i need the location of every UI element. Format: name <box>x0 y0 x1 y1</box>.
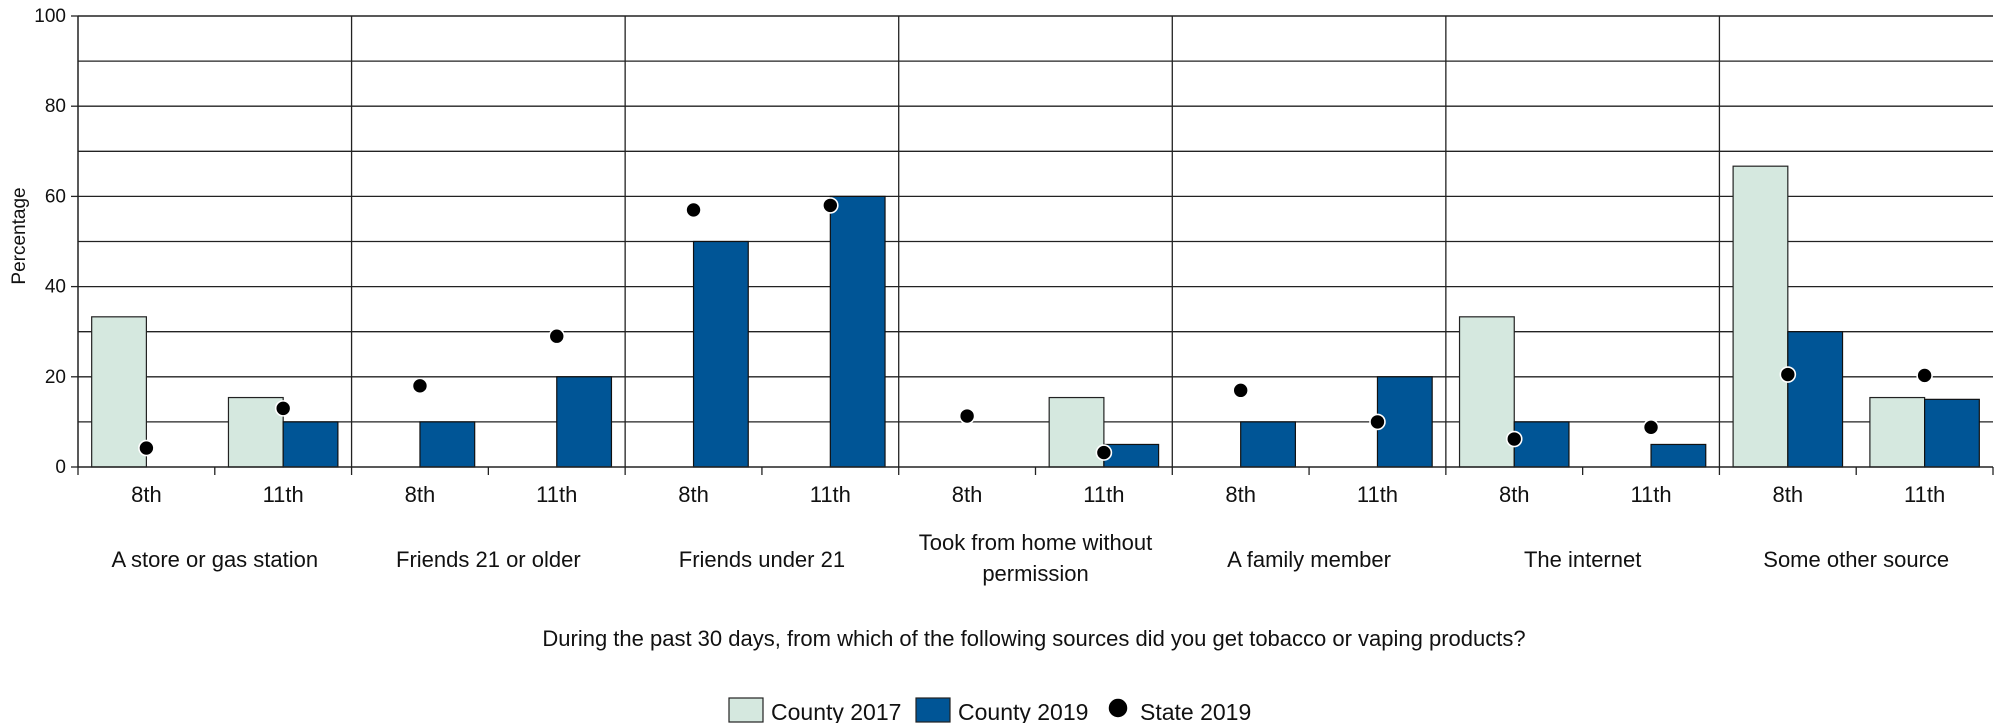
category-label: The internet <box>1524 547 1641 572</box>
y-axis-title: Percentage <box>9 187 30 284</box>
point-state-2019 <box>685 201 702 219</box>
point-state-2019 <box>822 197 839 214</box>
point-state-2019 <box>1779 366 1797 383</box>
y-tick-label: 60 <box>45 186 66 207</box>
bar-county-2019 <box>1924 398 1980 468</box>
point-state-2019 <box>274 400 292 417</box>
point-state-2019 <box>138 439 155 457</box>
category-label: Took from home without <box>919 530 1153 555</box>
y-tick-label: 40 <box>45 277 66 298</box>
y-tick-label: 0 <box>55 457 66 478</box>
bar-county-2017 <box>1869 396 1926 468</box>
grade-tick-label: 8th <box>131 482 162 507</box>
y-tick-label: 80 <box>45 96 66 117</box>
bar-county-2019 <box>692 240 749 468</box>
bar-county-2017 <box>1458 316 1515 468</box>
legend-marker <box>1107 697 1129 719</box>
point-state-2019 <box>548 327 566 345</box>
bar-county-2019 <box>1240 421 1296 468</box>
bar-county-2019 <box>419 421 476 468</box>
bar-county-2019 <box>1787 331 1844 468</box>
point-state-2019 <box>1232 382 1249 399</box>
category-label: A family member <box>1227 547 1391 572</box>
grade-tick-label: 8th <box>678 482 709 507</box>
grade-tick-label: 11th <box>536 482 577 507</box>
bar-county-2019 <box>1513 421 1570 468</box>
y-tick-label: 100 <box>34 6 66 27</box>
bar-county-2019 <box>282 421 339 468</box>
bar-county-2017 <box>1048 396 1105 468</box>
category-label: Some other source <box>1763 547 1949 572</box>
bar-county-2017 <box>1732 165 1789 468</box>
bar-county-2019 <box>1103 443 1160 468</box>
grade-tick-label: 11th <box>263 482 304 507</box>
category-label: Friends under 21 <box>679 547 845 572</box>
legend-label: County 2017 <box>771 699 901 723</box>
bar-county-2017 <box>91 316 147 468</box>
legend-swatch <box>728 697 764 723</box>
grade-tick-label: 8th <box>1225 482 1256 507</box>
point-state-2019 <box>1916 367 1933 384</box>
legend-label: County 2019 <box>958 699 1088 723</box>
grade-tick-label: 11th <box>1357 482 1398 507</box>
grade-tick-label: 11th <box>1083 482 1124 507</box>
x-axis-title: During the past 30 days, from which of t… <box>542 626 1525 651</box>
point-state-2019 <box>1369 413 1386 431</box>
category-label: Friends 21 or older <box>396 547 581 572</box>
point-state-2019 <box>411 377 429 395</box>
legend-swatch <box>915 697 951 723</box>
category-label: permission <box>982 561 1088 586</box>
grade-tick-label: 8th <box>1773 482 1804 507</box>
point-state-2019 <box>958 407 976 425</box>
grade-tick-label: 11th <box>1630 482 1671 507</box>
point-state-2019 <box>1095 444 1113 461</box>
bar-county-2019 <box>1650 443 1707 468</box>
category-label: A store or gas station <box>111 547 318 572</box>
bar-county-2019 <box>829 195 886 468</box>
bar-county-2019 <box>556 376 613 468</box>
grade-tick-label: 8th <box>1499 482 1530 507</box>
point-state-2019 <box>1505 430 1523 448</box>
grade-tick-label: 8th <box>405 482 436 507</box>
grade-tick-label: 11th <box>1904 482 1945 507</box>
grade-tick-label: 11th <box>810 482 851 507</box>
legend: County 2017 County 2019 State 2019 <box>728 697 1251 723</box>
y-tick-label: 20 <box>45 367 66 388</box>
point-state-2019 <box>1642 419 1660 436</box>
legend-label: State 2019 <box>1140 699 1251 723</box>
grade-tick-label: 8th <box>952 482 983 507</box>
